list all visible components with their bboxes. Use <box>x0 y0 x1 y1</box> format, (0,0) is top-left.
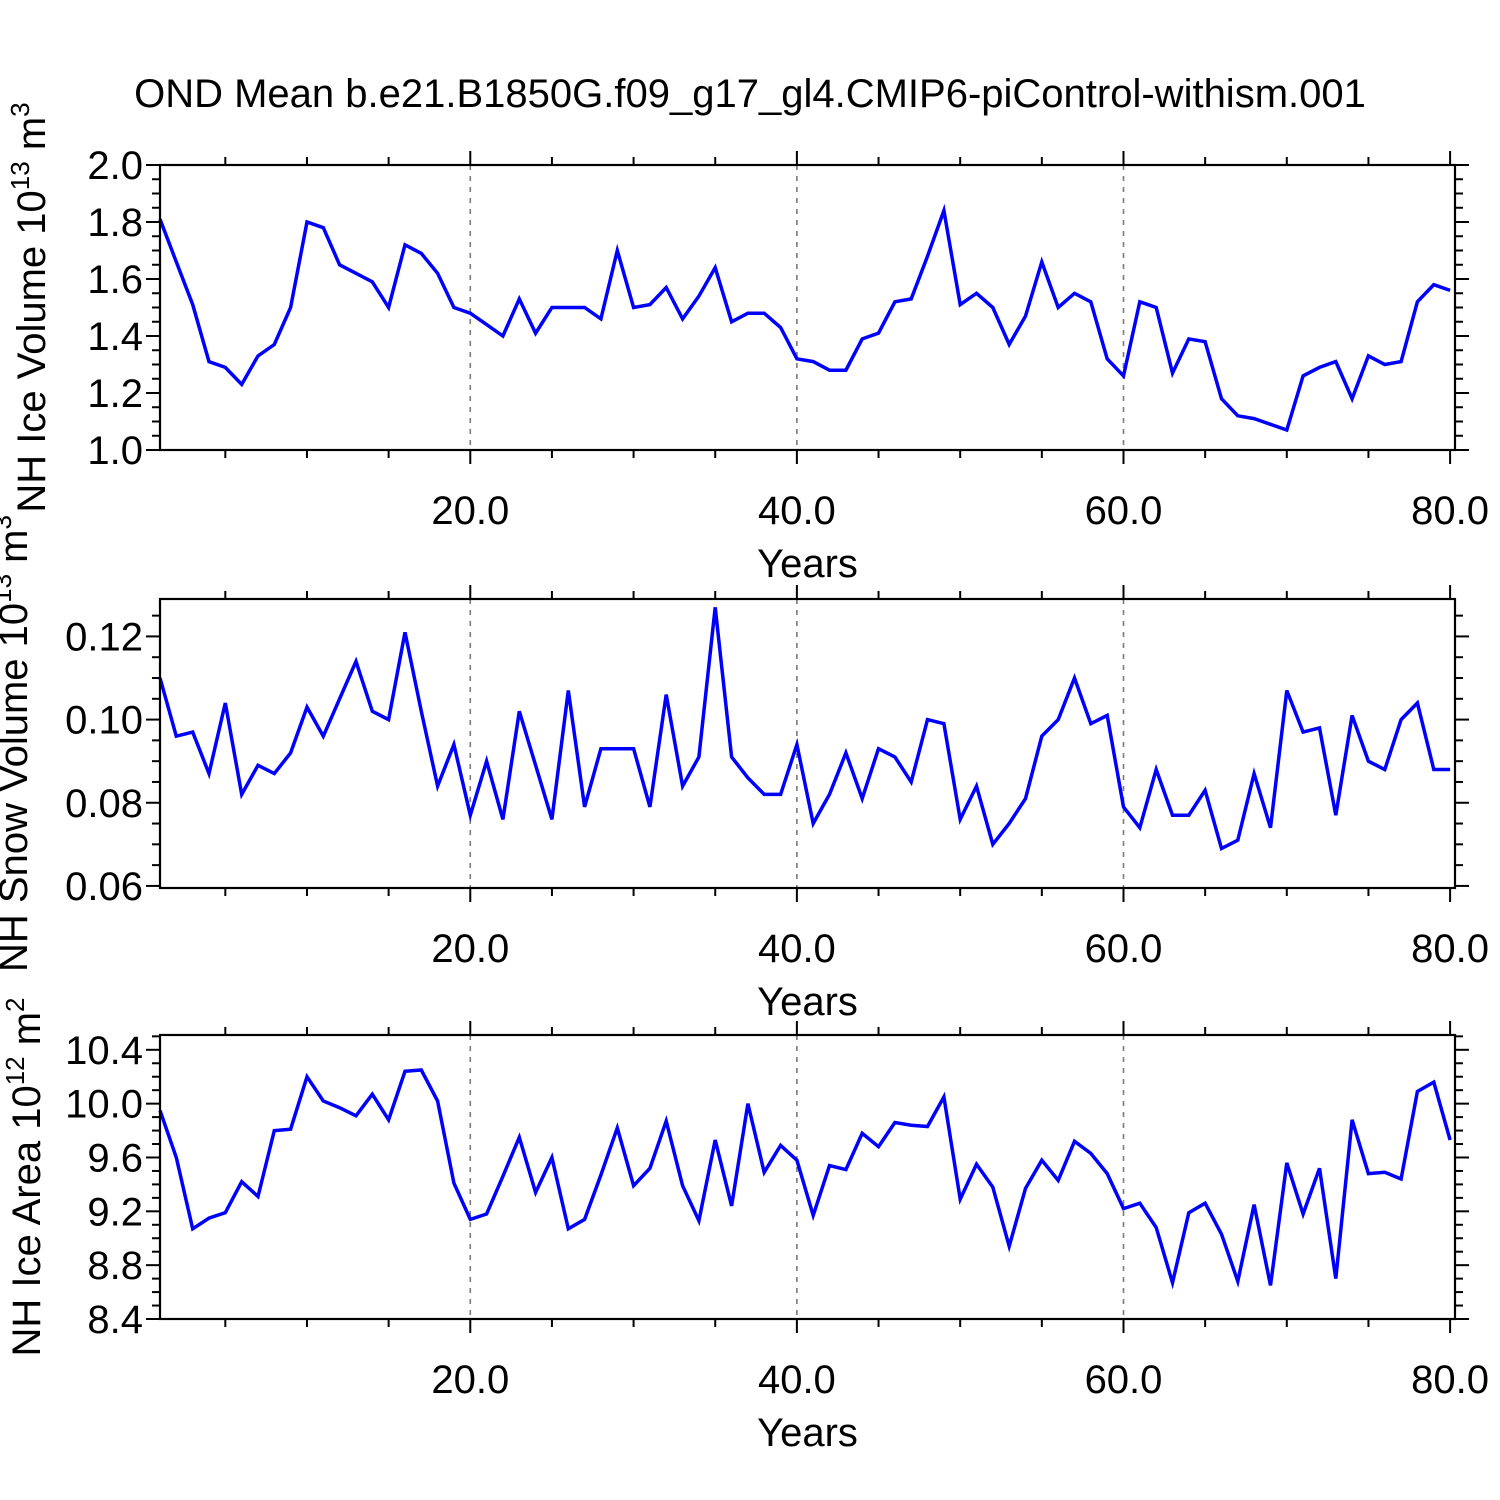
y-axis-label: NH Ice Volume 1013 m3 <box>5 102 54 512</box>
x-ticks <box>224 585 1452 902</box>
ice-volume-series-line <box>158 203 1451 433</box>
y-tick-label: 1.2 <box>87 372 143 416</box>
plot-frame <box>158 163 1457 452</box>
x-axis-label: Years <box>757 542 858 586</box>
x-ticks <box>224 151 1452 464</box>
x-axis-label: Years <box>757 980 858 1024</box>
y-tick-label: 8.4 <box>87 1298 143 1342</box>
y-ticks <box>146 1035 1469 1320</box>
ice-area-series-line <box>158 1068 1452 1290</box>
x-tick-label: 80.0 <box>1411 1358 1489 1402</box>
x-ticks <box>224 1021 1452 1333</box>
x-tick-label: 40.0 <box>758 1358 836 1402</box>
y-tick-label: 2.0 <box>87 144 143 188</box>
y-tick-label: 0.06 <box>65 865 143 909</box>
y-tick-label: 10.4 <box>65 1029 143 1073</box>
y-tick-label: 0.08 <box>65 782 143 826</box>
x-tick-label: 60.0 <box>1085 1358 1163 1402</box>
y-axis-label: NH Snow Volume 1013 m3 <box>0 515 36 972</box>
x-tick-label: 60.0 <box>1085 489 1163 533</box>
panel-ice-area: 8.4 8.8 9.2 9.6 10.0 10.4 20.0 40.0 60.0 80.0 Year… <box>0 997 1489 1455</box>
panel-ice-volume: 1.0 1.2 1.4 1.6 1.8 2.0 20.0 40.0 60.0 80.0 Years N… <box>5 102 1489 586</box>
x-axis-label: Years <box>757 1411 858 1455</box>
y-tick-label: 1.4 <box>87 315 143 359</box>
panel-snow-volume: 0.06 0.08 0.10 0.12 20.0 40.0 60.0 80.0 Years NH … <box>0 515 1489 1024</box>
y-tick-label: 8.8 <box>87 1244 143 1288</box>
chart-title: OND Mean b.e21.B1850G.f09_g17_gl4.CMIP6-… <box>134 72 1366 116</box>
y-tick-label: 9.6 <box>87 1136 143 1180</box>
snow-volume-series-line <box>158 607 1451 852</box>
y-tick-label: 10.0 <box>65 1083 143 1127</box>
y-tick-label: 1.0 <box>87 429 143 473</box>
x-tick-label: 80.0 <box>1411 927 1489 971</box>
y-axis-label: NH Ice Area 1012 m2 <box>0 997 49 1356</box>
plot-frame <box>158 597 1457 890</box>
x-tick-label: 80.0 <box>1411 489 1489 533</box>
x-tick-label: 20.0 <box>431 489 509 533</box>
x-tick-label: 40.0 <box>758 927 836 971</box>
x-tick-label: 60.0 <box>1085 927 1163 971</box>
y-ticks <box>146 164 1469 451</box>
x-tick-label: 40.0 <box>758 489 836 533</box>
y-tick-label: 9.2 <box>87 1190 143 1234</box>
y-tick-label: 0.10 <box>65 699 143 743</box>
plot-frame <box>158 1033 1457 1321</box>
y-tick-label: 1.6 <box>87 258 143 302</box>
x-tick-label: 20.0 <box>431 927 509 971</box>
y-ticks <box>146 614 1469 887</box>
y-tick-label: 1.8 <box>87 201 143 245</box>
y-tick-label: 0.12 <box>65 615 143 659</box>
x-tick-label: 20.0 <box>431 1358 509 1402</box>
